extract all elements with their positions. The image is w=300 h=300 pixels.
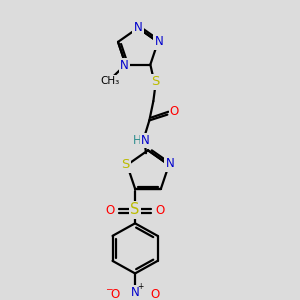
Text: S: S	[151, 75, 160, 88]
Text: S: S	[121, 158, 129, 171]
Text: O: O	[105, 204, 115, 217]
Text: O: O	[150, 288, 160, 300]
Text: +: +	[137, 282, 143, 291]
Text: N: N	[120, 59, 129, 72]
Text: N: N	[154, 35, 163, 48]
Text: N: N	[141, 134, 150, 147]
Text: O: O	[155, 204, 165, 217]
Text: −: −	[105, 284, 113, 293]
Text: H: H	[133, 134, 142, 147]
Text: N: N	[166, 158, 174, 170]
Text: N: N	[134, 21, 142, 34]
Text: N: N	[131, 286, 140, 299]
Text: O: O	[170, 105, 179, 118]
Text: CH₃: CH₃	[100, 76, 119, 86]
Text: O: O	[110, 288, 120, 300]
Text: S: S	[130, 202, 140, 217]
